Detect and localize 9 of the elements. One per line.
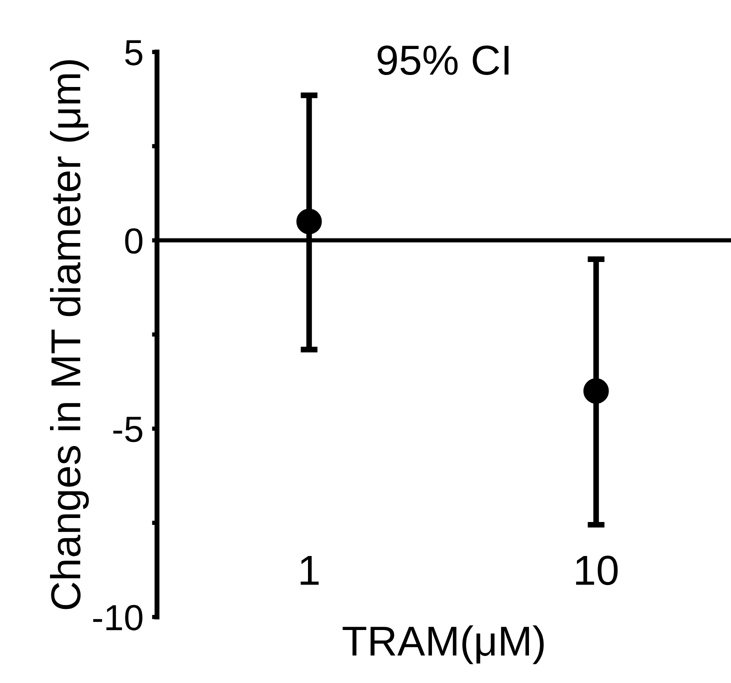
y-tick-label: 5 bbox=[125, 40, 142, 66]
x-axis-title: TRAM(μM) bbox=[342, 625, 544, 664]
y-tick-label: -10 bbox=[93, 604, 142, 630]
chart-title: 95% CI bbox=[378, 45, 508, 75]
x-tick-label: 1 bbox=[300, 556, 319, 585]
y-axis-title: Changes in MT diameter (μm) bbox=[50, 60, 89, 610]
y-tick-label: -5 bbox=[113, 416, 142, 442]
y-tick-label: 0 bbox=[125, 228, 142, 254]
x-tick-label: 10 bbox=[576, 556, 618, 586]
